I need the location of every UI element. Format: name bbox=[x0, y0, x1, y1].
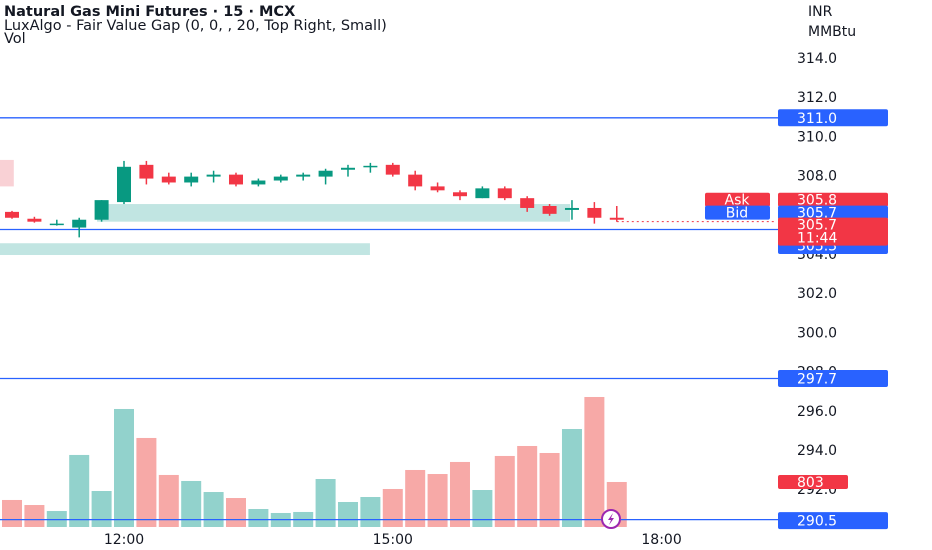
candle-body bbox=[385, 164, 400, 175]
y-tick-label: 312.0 bbox=[797, 90, 837, 106]
candle-body bbox=[564, 207, 579, 210]
volume-bar bbox=[24, 505, 45, 527]
candle-body bbox=[475, 188, 490, 199]
candle-body bbox=[139, 164, 154, 179]
volume-bar bbox=[360, 497, 381, 527]
volume-bar bbox=[427, 474, 448, 527]
candle-body bbox=[27, 218, 42, 222]
candle-body bbox=[363, 165, 378, 168]
candle-body bbox=[587, 207, 602, 218]
candle-body bbox=[161, 176, 176, 183]
indicator-label: LuxAlgo - Fair Value Gap (0, 0, , 20, To… bbox=[4, 18, 387, 34]
volume-bar bbox=[203, 492, 224, 527]
volume-bar bbox=[158, 474, 179, 527]
volume-label: Vol bbox=[4, 31, 26, 47]
candle-body bbox=[408, 174, 423, 187]
candle-body bbox=[340, 167, 355, 170]
ask-tag-box bbox=[705, 192, 770, 207]
fvg-zone bbox=[97, 204, 571, 222]
volume-bar bbox=[248, 509, 269, 527]
candle-body bbox=[72, 219, 87, 228]
candle-body bbox=[5, 211, 20, 218]
candle-body bbox=[228, 174, 243, 185]
ask-tag: Ask bbox=[725, 193, 751, 209]
candle-body bbox=[117, 166, 131, 203]
countdown: 11:44 bbox=[797, 231, 837, 247]
candle-body bbox=[206, 174, 221, 177]
volume-bar bbox=[181, 480, 202, 527]
y-tick-label: 308.0 bbox=[797, 169, 837, 185]
candle-body bbox=[94, 200, 109, 220]
candle-body bbox=[273, 176, 288, 181]
candle-body bbox=[184, 176, 199, 183]
volume-value: 803 bbox=[797, 475, 824, 491]
volume-bar bbox=[225, 498, 246, 527]
last-price-box bbox=[778, 217, 888, 246]
y-tick-label: 310.0 bbox=[797, 129, 837, 145]
volume-bar bbox=[114, 408, 134, 527]
volume-bar bbox=[136, 437, 157, 527]
candle-body bbox=[520, 198, 535, 208]
ask-value-box bbox=[778, 192, 888, 207]
volume-bar bbox=[584, 396, 605, 527]
candle-body bbox=[542, 206, 557, 214]
volume-bar bbox=[539, 452, 560, 527]
volume-bar bbox=[494, 455, 515, 527]
volume-bar bbox=[561, 429, 582, 527]
bid-tag-box bbox=[705, 205, 770, 220]
volume-bar bbox=[69, 454, 90, 527]
replay-icon-bolt bbox=[608, 513, 614, 525]
level-label-box bbox=[778, 369, 888, 387]
last-price: 305.7 bbox=[797, 218, 837, 234]
level-label: 311.0 bbox=[797, 111, 837, 127]
volume-bar bbox=[472, 489, 493, 527]
unit-label: MMBtu bbox=[808, 24, 856, 40]
candle-body bbox=[318, 170, 333, 177]
volume-bar bbox=[337, 501, 358, 527]
volume-bar bbox=[2, 499, 23, 527]
candle-body bbox=[497, 188, 512, 199]
level-label: 290.5 bbox=[797, 514, 837, 530]
ask-value: 305.8 bbox=[797, 193, 837, 209]
y-tick-label: 302.0 bbox=[797, 286, 837, 302]
volume-bar bbox=[405, 469, 426, 527]
fvg-zone bbox=[0, 159, 14, 187]
x-tick-label: 12:00 bbox=[104, 532, 144, 548]
currency-label: INR bbox=[808, 4, 833, 20]
candle-body bbox=[609, 217, 624, 220]
candle-body bbox=[452, 192, 467, 197]
x-tick-label: 18:00 bbox=[641, 532, 681, 548]
candle-body bbox=[49, 223, 64, 226]
y-tick-label: 296.0 bbox=[797, 404, 837, 420]
level-label-box bbox=[778, 512, 888, 530]
y-tick-label: 300.0 bbox=[797, 325, 837, 341]
volume-bar bbox=[449, 461, 470, 527]
candle-body bbox=[251, 180, 266, 185]
candle-body bbox=[430, 186, 445, 191]
chart-title: Natural Gas Mini Futures · 15 · MCX bbox=[4, 4, 295, 20]
level-label-box bbox=[778, 109, 888, 127]
x-tick-label: 15:00 bbox=[373, 532, 413, 548]
volume-bar bbox=[382, 488, 403, 527]
level-label: 297.7 bbox=[797, 371, 837, 387]
volume-value-box bbox=[778, 474, 848, 489]
fvg-zone bbox=[0, 243, 370, 256]
y-tick-label: 294.0 bbox=[797, 443, 837, 459]
volume-bar bbox=[91, 491, 112, 527]
candle-body bbox=[296, 174, 311, 177]
y-tick-label: 314.0 bbox=[797, 51, 837, 67]
volume-bar bbox=[517, 445, 538, 527]
bid-value-box bbox=[778, 205, 888, 220]
volume-bar bbox=[315, 479, 336, 527]
bid-tag: Bid bbox=[726, 206, 748, 222]
